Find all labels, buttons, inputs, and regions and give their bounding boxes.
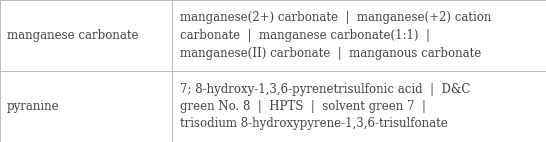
Text: manganese carbonate: manganese carbonate — [7, 29, 138, 42]
Text: 7; 8-hydroxy-1,3,6-pyrenetrisulfonic acid  |  D&C
green No. 8  |  HPTS  |  solve: 7; 8-hydroxy-1,3,6-pyrenetrisulfonic aci… — [180, 83, 471, 130]
Text: pyranine: pyranine — [7, 100, 59, 113]
Text: manganese(2+) carbonate  |  manganese(+2) cation
carbonate  |  manganese carbona: manganese(2+) carbonate | manganese(+2) … — [180, 12, 491, 59]
